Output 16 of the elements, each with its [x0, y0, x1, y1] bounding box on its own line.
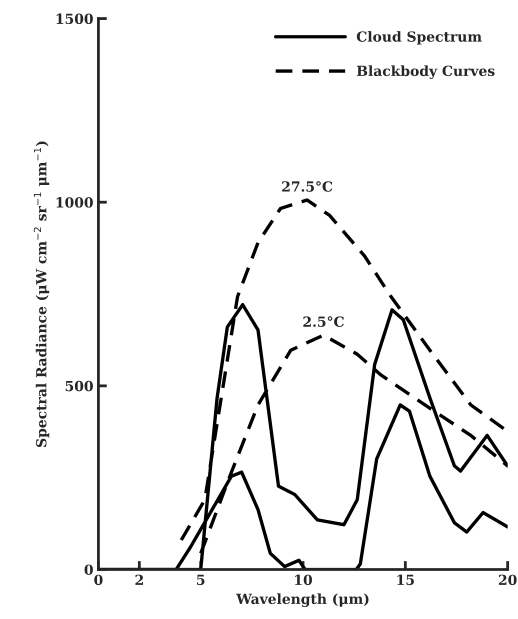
annotation: 2.5°C	[303, 316, 344, 327]
x-tick-label: 10	[295, 574, 312, 586]
legend-label: Cloud Spectrum	[356, 31, 482, 45]
y-tick-label: 1000	[56, 197, 93, 208]
x-axis-title: Wavelength (μm)	[236, 593, 368, 607]
y-tick-label: 1500	[56, 14, 93, 24]
y-axis-title: Spectral Radiance (μW cm$^{−2}$ sr$^{−1}$ μm$^{−1}$)	[34, 142, 50, 447]
x-tick-label: 15	[397, 574, 414, 586]
x-tick-label: 2	[135, 574, 143, 585]
x-tick-label: 0	[94, 574, 103, 586]
legend-label: Blackbody Curves	[356, 65, 495, 79]
y-tick-label: 500	[66, 380, 93, 392]
y-tick-label: 0	[84, 564, 93, 575]
x-tick-label: 5	[197, 574, 205, 586]
annotation: 27.5°C	[282, 181, 332, 192]
x-tick-label: 20	[498, 574, 517, 586]
